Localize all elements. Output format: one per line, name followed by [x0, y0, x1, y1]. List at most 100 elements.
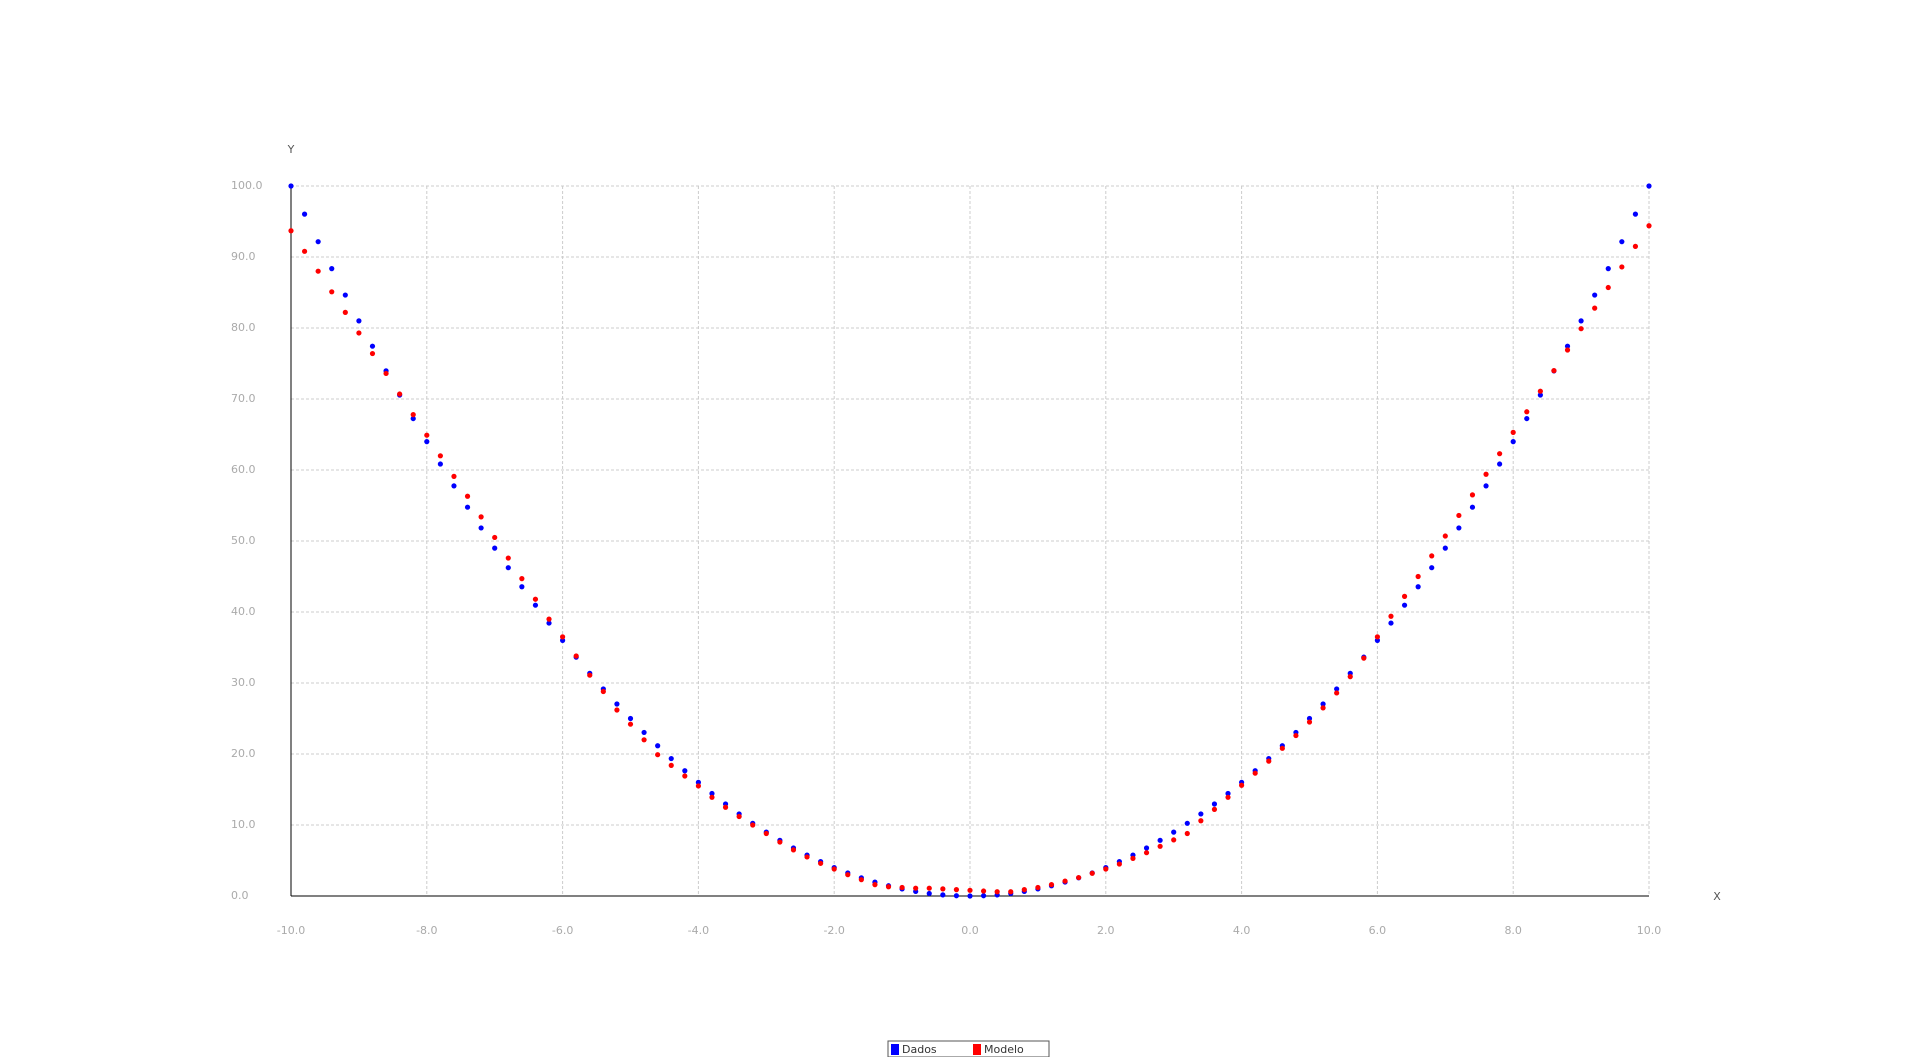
point — [1103, 866, 1109, 872]
y-tick-label: 40.0 — [231, 605, 256, 618]
point — [1510, 439, 1516, 445]
point — [301, 211, 308, 217]
point — [967, 893, 973, 899]
point — [1008, 889, 1014, 895]
point — [1564, 347, 1571, 353]
point — [1062, 878, 1068, 884]
point — [410, 412, 416, 418]
y-tick-label: 90.0 — [231, 250, 256, 263]
point — [1537, 388, 1543, 394]
point — [1388, 620, 1394, 626]
point — [899, 884, 905, 891]
point — [1198, 811, 1204, 817]
point — [1143, 850, 1150, 856]
point — [424, 439, 430, 445]
x-tick-label: -10.0 — [277, 924, 305, 937]
point — [804, 854, 810, 860]
point — [356, 330, 362, 336]
point — [1537, 392, 1543, 398]
point — [288, 228, 294, 234]
point — [1225, 790, 1231, 797]
point — [1252, 770, 1258, 776]
point — [790, 847, 797, 853]
point — [1320, 705, 1326, 711]
point — [492, 534, 498, 541]
point — [1361, 655, 1367, 661]
point — [1578, 326, 1584, 332]
point — [627, 721, 634, 727]
point — [845, 872, 851, 878]
point — [1388, 613, 1394, 619]
point — [1334, 690, 1340, 696]
point — [994, 889, 1000, 895]
point — [1592, 305, 1598, 311]
x-tick-label: 2.0 — [1097, 924, 1115, 937]
point — [587, 672, 593, 678]
y-tick-label: 0.0 — [231, 889, 249, 902]
y-tick-label: 80.0 — [231, 321, 256, 334]
point — [301, 248, 308, 254]
x-tick-label: 4.0 — [1233, 924, 1251, 937]
point — [940, 886, 946, 892]
point — [655, 752, 661, 758]
point — [546, 616, 552, 622]
point — [288, 183, 294, 189]
point — [953, 887, 960, 893]
x-tick-label: -2.0 — [823, 924, 844, 937]
x-tick-label: 6.0 — [1369, 924, 1387, 937]
point — [1619, 239, 1625, 245]
y-tick-label: 100.0 — [231, 179, 263, 192]
point — [1415, 584, 1421, 590]
point — [1143, 845, 1150, 851]
point — [1401, 602, 1408, 608]
point — [1347, 674, 1353, 680]
y-tick-label: 20.0 — [231, 747, 256, 760]
point — [682, 773, 688, 779]
legend-box — [887, 1040, 1050, 1057]
point — [532, 596, 539, 602]
point — [1198, 818, 1204, 824]
point — [1211, 806, 1218, 812]
point — [818, 860, 824, 866]
point — [858, 877, 864, 883]
point — [668, 762, 674, 768]
point — [722, 804, 729, 810]
point — [1497, 451, 1503, 457]
point — [641, 737, 647, 743]
y-axis-title: Y — [287, 143, 295, 156]
y-tick-label: 30.0 — [231, 676, 256, 689]
point — [1456, 525, 1462, 531]
y-tick-label: 60.0 — [231, 463, 256, 476]
point — [1157, 837, 1163, 843]
point — [397, 391, 403, 397]
point — [437, 461, 443, 467]
point — [1510, 429, 1516, 435]
point — [519, 584, 525, 590]
point — [668, 755, 674, 762]
point — [1035, 884, 1041, 891]
point — [655, 743, 661, 749]
point — [492, 545, 498, 551]
x-tick-label: 10.0 — [1637, 924, 1662, 937]
point — [1483, 483, 1489, 489]
point — [451, 483, 457, 489]
point — [1469, 492, 1476, 498]
point — [342, 292, 348, 298]
x-tick-label: 0.0 — [961, 924, 979, 937]
point — [980, 888, 987, 894]
point — [1605, 284, 1611, 291]
point — [641, 729, 647, 736]
point — [736, 813, 742, 820]
point — [315, 268, 321, 274]
point — [885, 884, 892, 890]
y-tick-label: 50.0 — [231, 534, 256, 547]
point — [953, 893, 960, 899]
point — [424, 432, 430, 438]
point — [451, 473, 457, 479]
legend-swatch — [973, 1044, 981, 1055]
point — [329, 289, 335, 295]
point — [369, 350, 376, 357]
point — [1211, 801, 1218, 807]
point — [1021, 887, 1027, 893]
x-tick-label: -6.0 — [552, 924, 573, 937]
